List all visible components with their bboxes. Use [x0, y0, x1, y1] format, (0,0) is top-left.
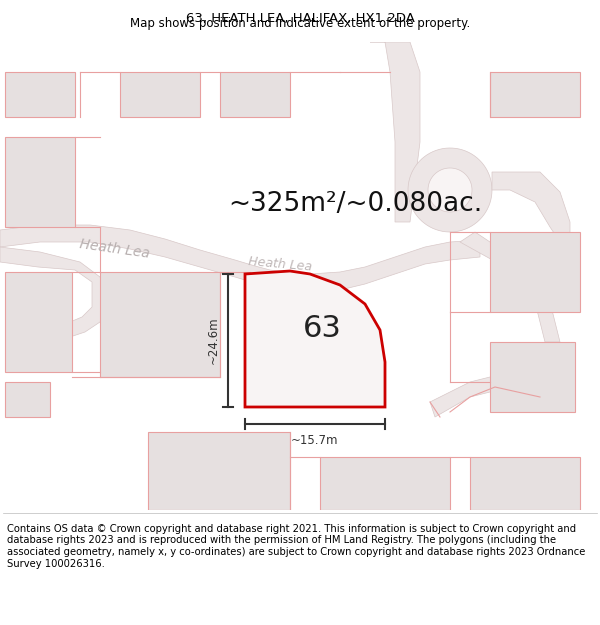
Bar — [5, 72, 75, 117]
Polygon shape — [408, 148, 492, 232]
Bar — [490, 232, 580, 312]
Polygon shape — [460, 232, 560, 342]
Bar — [470, 457, 580, 510]
Text: 63, HEATH LEA, HALIFAX, HX1 2DA: 63, HEATH LEA, HALIFAX, HX1 2DA — [185, 12, 415, 25]
Polygon shape — [430, 372, 540, 417]
Text: Heath Lea: Heath Lea — [248, 255, 313, 273]
Text: Heath Lea: Heath Lea — [79, 237, 151, 261]
Bar — [490, 72, 580, 117]
Polygon shape — [0, 225, 480, 292]
Bar — [5, 137, 75, 227]
Bar — [220, 72, 290, 117]
Polygon shape — [370, 42, 420, 222]
Text: Contains OS data © Crown copyright and database right 2021. This information is : Contains OS data © Crown copyright and d… — [7, 524, 586, 569]
Polygon shape — [492, 172, 570, 242]
Bar — [120, 72, 200, 117]
Polygon shape — [0, 247, 110, 337]
Bar — [490, 342, 575, 412]
Bar — [320, 457, 450, 510]
Bar — [100, 272, 220, 377]
Polygon shape — [428, 168, 472, 212]
Text: 63: 63 — [303, 314, 341, 343]
Bar — [5, 382, 50, 417]
Bar — [5, 272, 72, 372]
Text: ~15.7m: ~15.7m — [291, 434, 339, 447]
Text: ~325m²/~0.080ac.: ~325m²/~0.080ac. — [228, 191, 482, 217]
Bar — [148, 432, 290, 510]
Polygon shape — [245, 271, 385, 407]
Text: Map shows position and indicative extent of the property.: Map shows position and indicative extent… — [130, 18, 470, 30]
Text: ~24.6m: ~24.6m — [207, 317, 220, 364]
